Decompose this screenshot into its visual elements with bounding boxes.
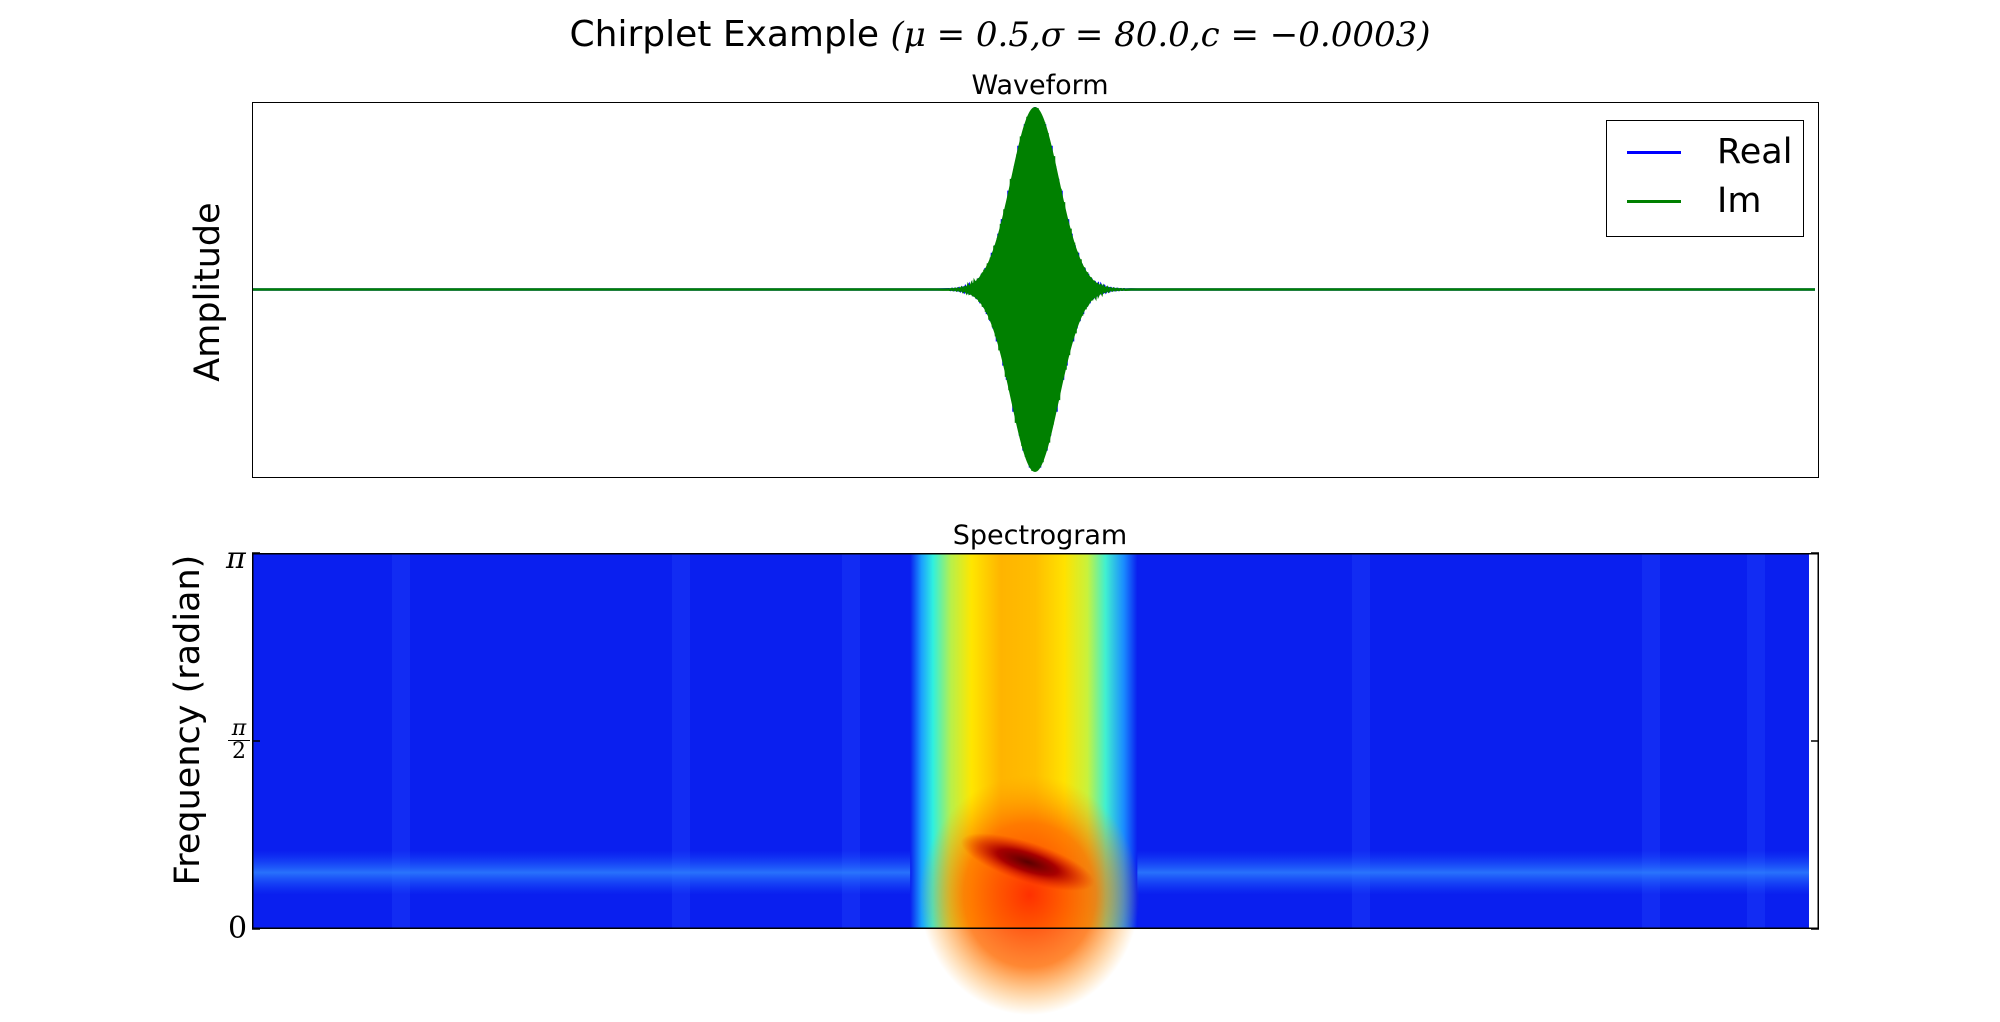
- spectrogram-title: Spectrogram: [952, 520, 1128, 551]
- spectrogram-ylabel: Frequency (radian): [168, 554, 208, 886]
- spectrogram-streak: [672, 553, 690, 929]
- spectrogram-heatmap: [252, 552, 1819, 1016]
- ytick-zero: 0: [228, 911, 248, 946]
- legend-line-im: [1627, 199, 1681, 203]
- legend-line-real: [1627, 150, 1681, 154]
- spectrogram-peak: [960, 833, 1095, 891]
- legend-entry-im: Im: [1627, 181, 1761, 221]
- waveform-ylabel: Amplitude: [188, 202, 228, 382]
- series-im-line: [253, 108, 1815, 471]
- spectrogram-red-region: [919, 775, 1140, 1016]
- legend-label-real: Real: [1717, 132, 1793, 172]
- spectrogram-streak: [842, 553, 860, 929]
- legend-entry-real: Real: [1627, 132, 1792, 172]
- waveform-legend: Real Im: [1606, 120, 1804, 237]
- waveform-title: Waveform: [971, 70, 1109, 101]
- figure-title-math: (μ = 0.5,σ = 80.0,c = −0.0003): [890, 15, 1431, 55]
- legend-label-im: Im: [1717, 181, 1762, 221]
- figure-title: Chirplet Example (μ = 0.5,σ = 80.0,c = −…: [0, 14, 2000, 55]
- waveform-axes: Real Im: [252, 102, 1819, 478]
- ytick-pi: π: [226, 541, 246, 576]
- waveform-plot: [253, 106, 1815, 472]
- ytick-pi-half: π 2: [228, 718, 250, 763]
- spectrogram-axes: [252, 552, 1819, 1016]
- spectrogram-streak: [1352, 553, 1370, 929]
- spectrogram-streak: [392, 553, 410, 929]
- figure-title-text: Chirplet Example: [569, 14, 880, 55]
- spectrogram-streak: [1642, 553, 1660, 929]
- spectrogram-streak: [1747, 553, 1765, 929]
